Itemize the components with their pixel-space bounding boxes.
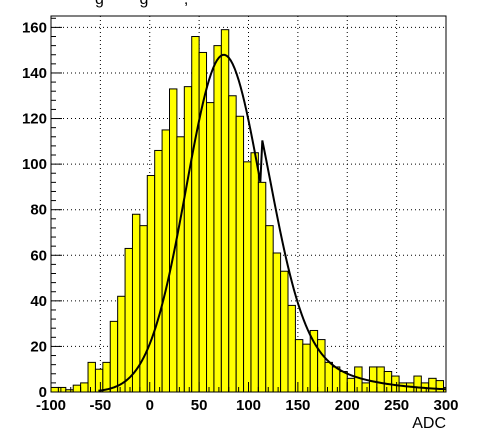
x-axis-title: ADC xyxy=(412,415,446,432)
histogram-bar xyxy=(154,149,163,393)
histogram-bar xyxy=(139,225,148,393)
x-tick-label: 250 xyxy=(384,397,409,414)
histogram-bar xyxy=(368,366,378,393)
chart-title-fragment: g g , xyxy=(95,0,188,8)
histogram-bar xyxy=(413,375,422,393)
histogram-bar xyxy=(398,382,407,393)
y-tick-label: 0 xyxy=(39,384,47,401)
histogram-bar xyxy=(191,36,200,393)
histogram-bar xyxy=(294,339,304,393)
histogram-bar xyxy=(102,361,111,393)
histogram-bar xyxy=(72,384,82,393)
histogram-bar xyxy=(435,380,445,393)
histogram-bar xyxy=(280,270,289,393)
histogram-bar xyxy=(324,361,333,393)
histogram-bar xyxy=(124,247,133,393)
histogram-bar xyxy=(161,129,170,393)
axes: -100 -50 0 50 100 150 200 250 300 0 20 40 60 80 100 120… xyxy=(22,17,459,414)
x-tick-label: -100 xyxy=(36,397,66,414)
histogram-bar xyxy=(243,161,252,393)
y-tick-label: 120 xyxy=(22,111,47,128)
histogram-bar xyxy=(339,370,348,393)
histogram-bar xyxy=(346,377,356,393)
y-tick-label: 160 xyxy=(22,19,47,36)
y-tick-label: 100 xyxy=(22,156,47,173)
histogram-bar xyxy=(250,152,259,393)
histogram-bar xyxy=(183,86,193,393)
histogram-bar xyxy=(302,343,311,393)
histogram-bar xyxy=(176,136,185,393)
y-tick-label: 20 xyxy=(30,338,47,355)
y-tick-label: 60 xyxy=(30,247,47,264)
histogram-bar xyxy=(376,366,385,393)
histogram-bar xyxy=(287,304,296,393)
histogram-bars xyxy=(50,29,447,393)
histogram-bar xyxy=(117,295,126,393)
histogram-bar xyxy=(206,102,215,393)
fit-curve xyxy=(98,53,447,392)
y-tick-label: 80 xyxy=(30,202,47,219)
x-tick-label: 300 xyxy=(433,397,458,414)
x-tick-label: 150 xyxy=(285,397,310,414)
x-tick-label: 0 xyxy=(146,397,154,414)
histogram-bar xyxy=(331,366,341,393)
histogram-bar xyxy=(213,45,222,393)
y-tick-label: 40 xyxy=(30,293,47,310)
x-tick-label: 100 xyxy=(236,397,261,414)
histogram-bar xyxy=(220,29,230,393)
histogram-bar xyxy=(235,115,245,393)
histogram-bar xyxy=(87,361,96,393)
histogram-bar xyxy=(309,329,319,393)
histogram-bar xyxy=(228,95,237,393)
histogram-bar xyxy=(109,320,119,393)
histogram-bar xyxy=(428,377,437,393)
histogram-bar xyxy=(383,370,393,393)
histogram-bar xyxy=(50,386,59,393)
histogram-bar xyxy=(265,225,274,393)
histogram-bar xyxy=(272,252,282,393)
y-tick-label: 140 xyxy=(22,65,47,82)
histogram-bar xyxy=(257,181,267,393)
histogram-bar xyxy=(80,382,89,393)
x-tick-label: 50 xyxy=(191,397,208,414)
histogram-bar xyxy=(146,175,156,393)
x-tick-label: -50 xyxy=(90,397,112,414)
histogram-bar xyxy=(94,368,104,393)
histogram-bar xyxy=(317,339,326,393)
histogram-bar xyxy=(361,382,370,393)
histogram-bar xyxy=(57,386,67,393)
x-tick-label: 200 xyxy=(335,397,360,414)
